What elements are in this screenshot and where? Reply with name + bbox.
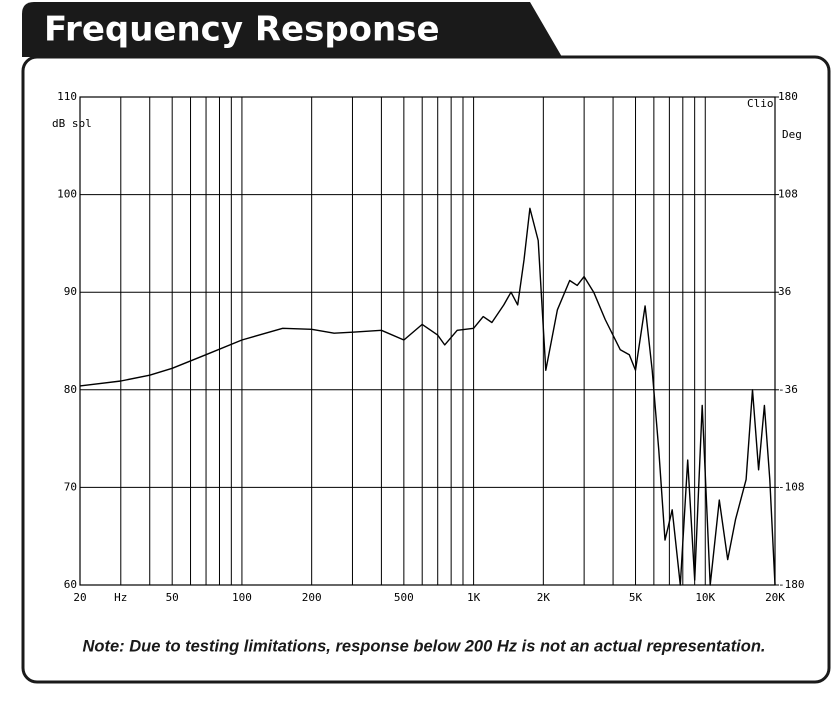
response-line [79, 207, 776, 586]
corner-label: Clio [747, 97, 774, 110]
plot-border [79, 96, 776, 586]
note: Note: Due to testing limitations, respon… [82, 637, 765, 655]
y2-tick-label: 180 [778, 90, 798, 103]
y-tick-label: 100 [57, 188, 77, 201]
y-tick-label: 110 [57, 90, 77, 103]
x-tick-label: 20K [765, 591, 785, 604]
x-tick-label: 10K [695, 591, 715, 604]
x-tick-label: Hz [114, 591, 127, 604]
x-tick-label: 20 [73, 591, 86, 604]
x-tick-label: 500 [394, 591, 414, 604]
y2-tick-label: -36 [778, 383, 798, 396]
frame [21, 55, 831, 684]
x-tick-label: 1K [467, 591, 481, 604]
x-tick-label: 100 [232, 591, 252, 604]
y2-tick-label: 36 [778, 285, 791, 298]
y-tick-label: 80 [64, 383, 77, 396]
y-tick-label: 70 [64, 480, 77, 493]
y-axis-label: dB spl [52, 117, 92, 130]
y-tick-label: 90 [64, 285, 77, 298]
y2-tick-label: -108 [778, 480, 805, 493]
y2-tick-label: -180 [778, 578, 805, 591]
y2-axis-label: Deg [782, 128, 802, 141]
x-tick-label: 50 [166, 591, 179, 604]
chart-title: Frequency Response [44, 10, 440, 50]
title-tab [22, 2, 562, 57]
x-tick-label: 2K [537, 591, 551, 604]
y-tick-label: 60 [64, 578, 77, 591]
x-tick-label: 5K [629, 591, 643, 604]
x-tick-label: 200 [302, 591, 322, 604]
y2-tick-label: 108 [778, 188, 798, 201]
